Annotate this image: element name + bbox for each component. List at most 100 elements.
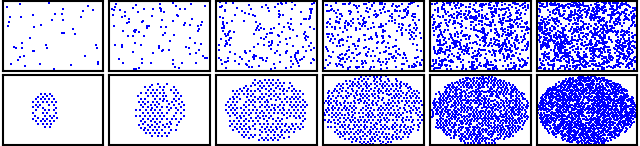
Point bbox=[599, 1, 609, 4]
Point bbox=[566, 111, 576, 113]
Point bbox=[509, 61, 520, 64]
Point bbox=[506, 14, 516, 16]
Point bbox=[534, 1, 544, 4]
Point bbox=[415, 64, 426, 66]
Point bbox=[380, 58, 390, 61]
Point bbox=[366, 121, 376, 124]
Point bbox=[197, 21, 207, 23]
Point bbox=[415, 116, 425, 118]
Point bbox=[507, 122, 517, 124]
Point bbox=[537, 102, 547, 104]
Point bbox=[353, 60, 363, 62]
Point bbox=[143, 123, 153, 126]
Point bbox=[599, 46, 609, 48]
Point bbox=[479, 57, 490, 59]
Point bbox=[239, 19, 250, 22]
Point bbox=[472, 67, 482, 69]
Point bbox=[274, 9, 284, 12]
Point bbox=[564, 100, 575, 103]
Point bbox=[344, 3, 355, 5]
Point bbox=[157, 129, 168, 131]
Point bbox=[541, 121, 552, 123]
Point bbox=[348, 57, 358, 59]
Point bbox=[340, 133, 350, 135]
Point bbox=[483, 45, 493, 47]
Point bbox=[601, 10, 611, 13]
Point bbox=[588, 58, 598, 60]
Point bbox=[582, 12, 592, 14]
Point bbox=[397, 27, 407, 29]
Point bbox=[613, 42, 623, 45]
Point bbox=[287, 29, 298, 31]
Point bbox=[577, 109, 588, 112]
Point bbox=[369, 14, 379, 16]
Point bbox=[552, 43, 562, 46]
Point bbox=[593, 10, 604, 12]
Point bbox=[599, 61, 609, 63]
Point bbox=[543, 63, 553, 65]
Point bbox=[617, 125, 627, 128]
Point bbox=[427, 15, 437, 18]
Point bbox=[612, 84, 622, 87]
Point bbox=[324, 119, 334, 121]
Point bbox=[514, 42, 524, 44]
Point bbox=[28, 101, 38, 103]
Point bbox=[599, 92, 609, 94]
Point bbox=[330, 28, 340, 30]
Point bbox=[300, 37, 310, 40]
Point bbox=[563, 107, 573, 109]
Point bbox=[46, 123, 56, 125]
Point bbox=[463, 135, 474, 137]
Point bbox=[489, 126, 499, 128]
Point bbox=[458, 59, 468, 61]
Point bbox=[458, 48, 468, 51]
Point bbox=[568, 135, 578, 138]
Point bbox=[588, 90, 598, 92]
Point bbox=[477, 17, 488, 19]
Point bbox=[571, 122, 581, 125]
Point bbox=[440, 10, 450, 12]
Point bbox=[339, 102, 349, 104]
Point bbox=[287, 122, 297, 125]
Point bbox=[581, 79, 591, 81]
Point bbox=[567, 88, 577, 91]
Point bbox=[250, 58, 260, 60]
Point bbox=[241, 63, 251, 66]
Point bbox=[609, 9, 619, 11]
Point bbox=[493, 134, 503, 136]
Point bbox=[566, 14, 577, 16]
Point bbox=[441, 107, 451, 110]
Point bbox=[579, 94, 589, 97]
Point bbox=[598, 131, 608, 133]
Point bbox=[484, 98, 494, 100]
Point bbox=[462, 18, 472, 20]
Point bbox=[555, 98, 565, 100]
Point bbox=[548, 36, 559, 38]
Point bbox=[460, 48, 470, 51]
Point bbox=[465, 129, 475, 131]
Point bbox=[554, 55, 564, 58]
Point bbox=[333, 119, 343, 121]
Point bbox=[392, 53, 403, 55]
Point bbox=[566, 128, 577, 131]
Point bbox=[241, 52, 251, 54]
Point bbox=[157, 19, 167, 22]
Point bbox=[508, 26, 518, 28]
Point bbox=[467, 129, 477, 131]
Point bbox=[557, 131, 567, 133]
Point bbox=[597, 68, 607, 71]
Point bbox=[497, 4, 508, 6]
Point bbox=[481, 141, 491, 144]
Point bbox=[554, 112, 564, 114]
Point bbox=[566, 5, 577, 7]
Point bbox=[387, 97, 397, 100]
Point bbox=[387, 56, 397, 58]
Point bbox=[496, 9, 506, 12]
Point bbox=[590, 117, 600, 119]
Point bbox=[603, 46, 613, 48]
Point bbox=[490, 95, 500, 97]
Point bbox=[493, 105, 503, 108]
Point bbox=[452, 65, 462, 68]
Point bbox=[511, 105, 521, 108]
Point bbox=[612, 59, 623, 61]
